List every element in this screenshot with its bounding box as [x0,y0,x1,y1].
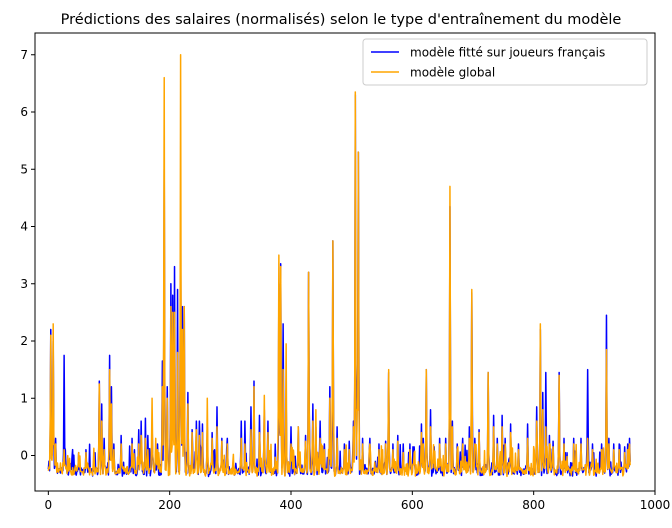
x-tick-label: 800 [522,498,545,512]
y-tick-label: 6 [20,105,28,119]
y-axis: 0 1 2 3 4 5 6 7 [20,48,35,463]
x-tick-label: 200 [158,498,181,512]
legend: modèle fitté sur joueurs français modèle… [362,38,648,86]
x-tick-label: 0 [45,498,53,512]
plot-frame [34,32,656,492]
chart-title: Prédictions des salaires (normalisés) se… [61,12,622,28]
x-tick-label: 600 [401,498,424,512]
y-tick-label: 7 [20,48,28,62]
series-layer [47,54,631,478]
x-tick-label: 400 [280,498,303,512]
y-tick-label: 5 [20,162,28,176]
plot-area: 0 200 400 600 800 1000 0 1 2 3 4 5 6 7 [20,32,671,512]
legend-label-global: modèle global [410,66,495,80]
y-tick-label: 2 [20,334,28,348]
x-axis: 0 200 400 600 800 1000 [45,491,671,512]
legend-label-french: modèle fitté sur joueurs français [410,46,605,60]
y-tick-label: 3 [20,277,28,291]
x-tick-label: 1000 [640,498,671,512]
y-tick-label: 4 [20,220,28,234]
series-line-global [47,54,631,478]
y-tick-label: 0 [20,449,28,463]
legend-frame [362,38,648,86]
y-tick-label: 1 [20,391,28,405]
